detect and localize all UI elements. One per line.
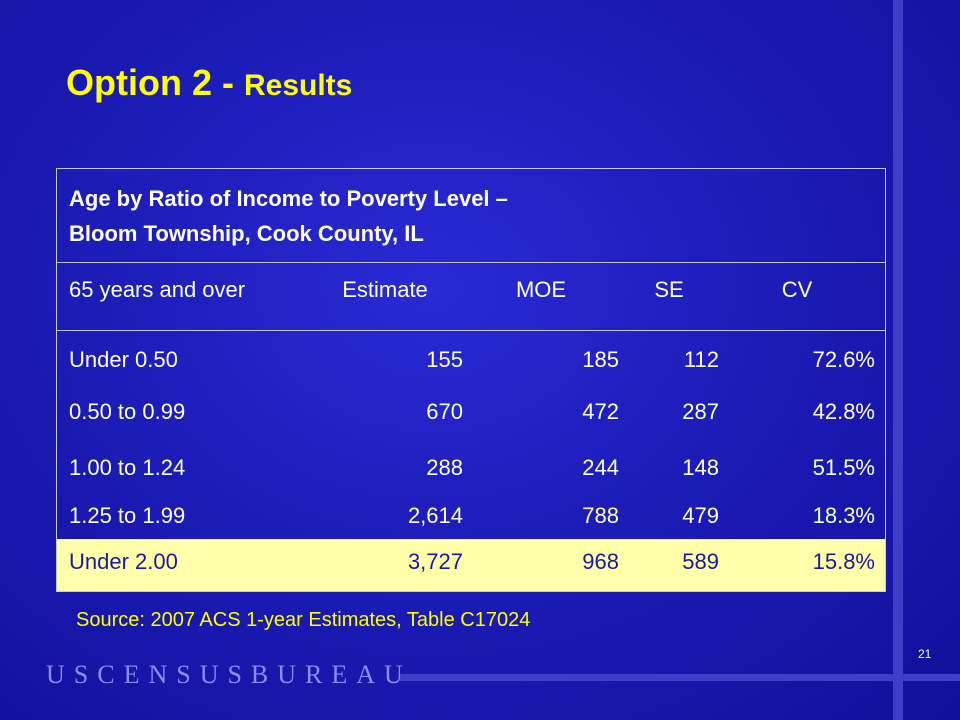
table-row: 1.25 to 1.99 2,614 788 479 18.3% <box>57 493 885 545</box>
column-header: CV <box>781 277 813 302</box>
page-number: 21 <box>918 647 932 661</box>
cv-cell: 51.5% <box>812 455 875 480</box>
table-caption-line2: Bloom Township, Cook County, IL <box>69 221 424 246</box>
estimate-cell: 155 <box>426 347 463 372</box>
table-caption: Age by Ratio of Income to Poverty Level … <box>57 169 885 263</box>
se-cell: 287 <box>682 399 719 424</box>
row-label: 0.50 to 0.99 <box>69 399 186 424</box>
decorative-horizontal-bar <box>400 674 960 681</box>
decorative-vertical-bar <box>893 0 903 720</box>
column-header: SE <box>654 277 684 302</box>
results-table: Age by Ratio of Income to Poverty Level … <box>56 168 886 592</box>
row-label: Under 0.50 <box>69 347 178 372</box>
se-cell: 148 <box>682 455 719 480</box>
se-cell: 589 <box>682 549 719 574</box>
column-header: Estimate <box>342 277 428 302</box>
estimate-cell: 3,727 <box>407 549 463 574</box>
table-row: 0.50 to 0.99 670 472 287 42.8% <box>57 389 885 441</box>
slide-title-main: Option 2 - <box>66 62 244 103</box>
estimate-cell: 670 <box>426 399 463 424</box>
cv-cell: 15.8% <box>812 549 875 574</box>
cv-cell: 42.8% <box>812 399 875 424</box>
table-caption-line1: Age by Ratio of Income to Poverty Level … <box>69 186 508 211</box>
moe-cell: 968 <box>582 549 619 574</box>
slide-title: Option 2 - Results <box>66 62 352 104</box>
table-row-total: Under 2.00 3,727 968 589 15.8% <box>57 539 885 591</box>
cv-cell: 18.3% <box>812 503 875 528</box>
column-header: MOE <box>515 277 567 302</box>
census-bureau-logo: USCENSUSBUREAU <box>46 660 412 689</box>
table-row: 1.00 to 1.24 288 244 148 51.5% <box>57 445 885 497</box>
se-cell: 479 <box>682 503 719 528</box>
table-row: Under 0.50 155 185 112 72.6% <box>57 337 885 389</box>
row-label: Under 2.00 <box>69 549 178 574</box>
source-note: Source: 2007 ACS 1-year Estimates, Table… <box>76 609 531 631</box>
moe-cell: 788 <box>582 503 619 528</box>
estimate-cell: 288 <box>426 455 463 480</box>
cv-cell: 72.6% <box>812 347 875 372</box>
table-header-row: 65 years and over Estimate MOE SE CV <box>57 263 885 331</box>
se-cell: 112 <box>683 347 719 372</box>
slide-title-sub: Results <box>243 69 353 102</box>
column-header: 65 years and over <box>69 277 246 302</box>
moe-cell: 472 <box>582 399 619 424</box>
row-label: 1.25 to 1.99 <box>69 503 186 528</box>
estimate-cell: 2,614 <box>407 503 463 528</box>
moe-cell: 185 <box>582 347 619 372</box>
moe-cell: 244 <box>582 455 619 480</box>
row-label: 1.00 to 1.24 <box>69 455 186 480</box>
